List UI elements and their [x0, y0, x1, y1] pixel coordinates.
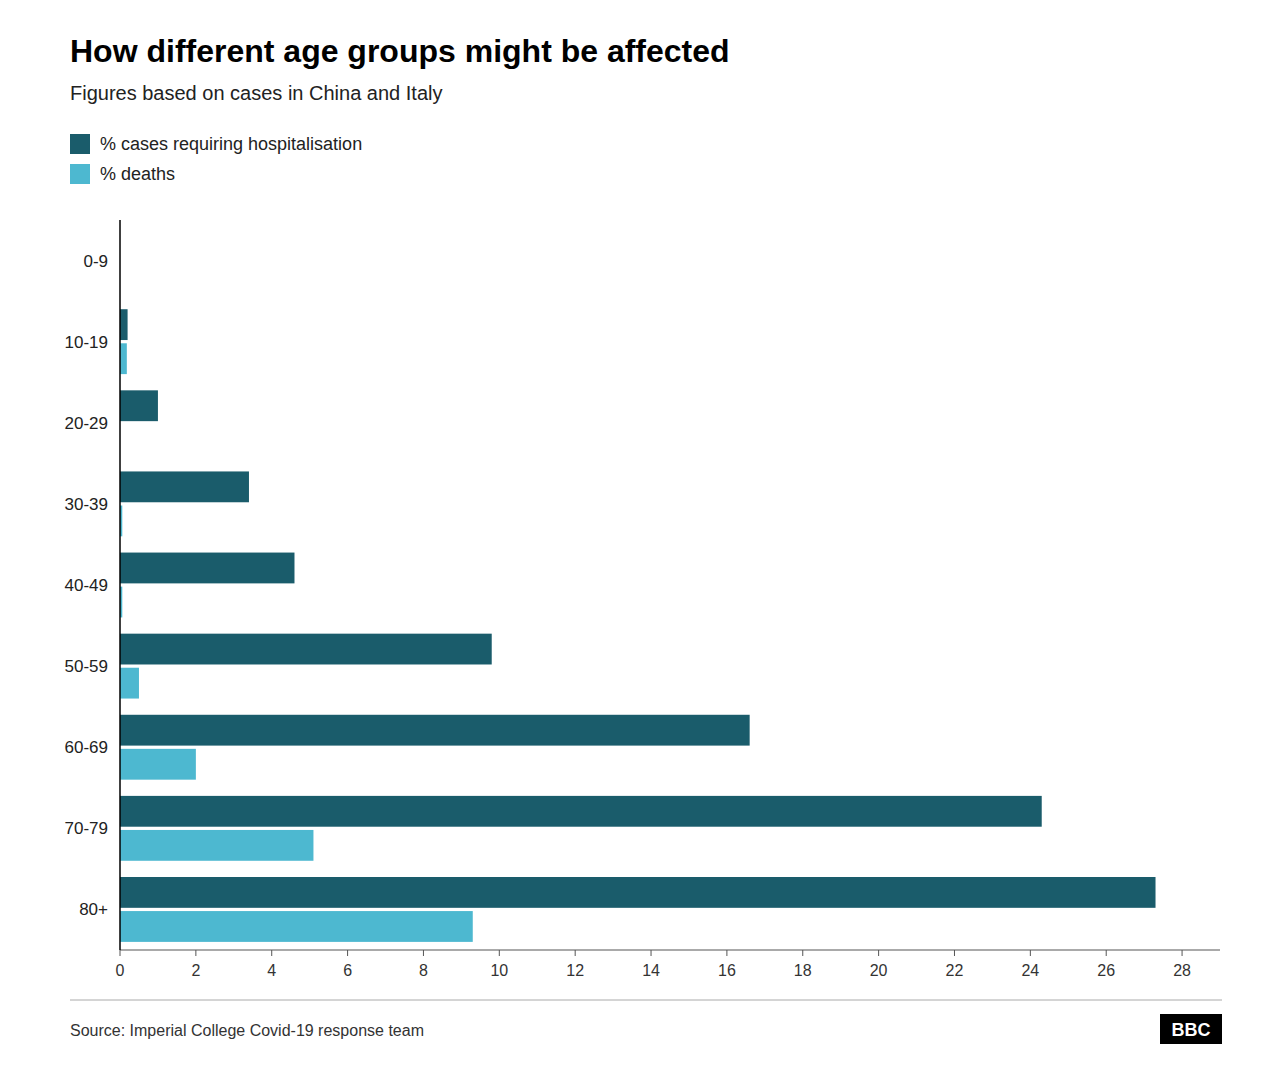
x-tick-label: 14: [642, 962, 660, 979]
x-tick-label: 12: [566, 962, 584, 979]
x-tick-label: 28: [1173, 962, 1191, 979]
x-tick-label: 8: [419, 962, 428, 979]
bars: [120, 309, 1156, 942]
x-tick-label: 6: [343, 962, 352, 979]
source: Source: Imperial College Covid-19 respon…: [70, 1022, 424, 1039]
subtitle: Figures based on cases in China and Ital…: [70, 82, 442, 104]
x-tick: [347, 950, 348, 956]
legend-label: % cases requiring hospitalisation: [100, 134, 362, 154]
legend: % cases requiring hospitalisation % death…: [70, 134, 362, 184]
x-tick: [1106, 950, 1107, 956]
x-tick-label: 18: [794, 962, 812, 979]
category-label: 80+: [79, 900, 108, 919]
category-label: 70-79: [65, 819, 108, 838]
x-tick: [1030, 950, 1031, 956]
chart: How different age groups might be affect…: [0, 0, 1280, 1080]
x-tick-label: 0: [116, 962, 125, 979]
x-tick: [423, 950, 424, 956]
category-label: 40-49: [65, 576, 108, 595]
separator: [70, 1000, 1222, 1001]
legend-swatch: [70, 134, 90, 154]
bar: [120, 343, 127, 374]
bar: [120, 553, 294, 584]
x-tick-label: 4: [267, 962, 276, 979]
x-tick-label: 22: [946, 962, 964, 979]
bar: [120, 877, 1156, 908]
x-tick-label: 20: [870, 962, 888, 979]
bar: [120, 390, 158, 421]
category-label: 60-69: [65, 738, 108, 757]
x-tick: [954, 950, 955, 956]
x-tick: [271, 950, 272, 956]
x-tick-label: 10: [490, 962, 508, 979]
bar: [120, 668, 139, 699]
logo: BBC: [1160, 1014, 1222, 1044]
category-label: 10-19: [65, 333, 108, 352]
logo-box: [1160, 1014, 1222, 1044]
x-tick: [802, 950, 803, 956]
category-label: 0-9: [83, 252, 108, 271]
x-tick: [651, 950, 652, 956]
bar: [120, 830, 313, 861]
x-tick: [499, 950, 500, 956]
x-tick: [120, 950, 121, 956]
category-label: 20-29: [65, 414, 108, 433]
bar: [120, 911, 473, 942]
x-axis-line: [120, 950, 1220, 951]
background: [0, 0, 1280, 1080]
bar: [120, 471, 249, 502]
zero-line: [119, 220, 121, 950]
x-tick: [575, 950, 576, 956]
x-tick-label: 24: [1021, 962, 1039, 979]
legend-label: % deaths: [100, 164, 175, 184]
x-tick: [726, 950, 727, 956]
x-tick-label: 2: [191, 962, 200, 979]
x-tick: [1182, 950, 1183, 956]
legend-swatch: [70, 164, 90, 184]
x-tick: [878, 950, 879, 956]
title: How different age groups might be affect…: [70, 33, 730, 69]
bar: [120, 715, 750, 746]
category-label: 30-39: [65, 495, 108, 514]
x-tick: [195, 950, 196, 956]
x-tick-label: 16: [718, 962, 736, 979]
bar: [120, 796, 1042, 827]
bar: [120, 309, 128, 340]
logo-text: BBC: [1172, 1020, 1211, 1040]
x-tick-label: 26: [1097, 962, 1115, 979]
category-label: 50-59: [65, 657, 108, 676]
bar: [120, 749, 196, 780]
bar: [120, 634, 492, 665]
